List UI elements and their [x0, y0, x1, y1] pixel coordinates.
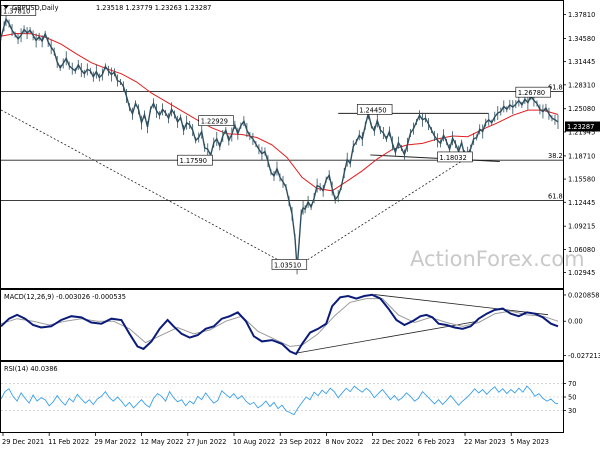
price-tick-label-11: 1.02945: [568, 269, 595, 277]
level-label-2: 61.8: [548, 193, 563, 201]
header-arrow-icon: [3, 5, 9, 9]
level-lines: 61.8 38.2 61.8: [1, 83, 563, 201]
annotation-label-3: 1.24450: [359, 106, 386, 114]
price-tick-label-4: 1.25080: [568, 105, 595, 113]
macd-label: MACD(12,26,9) -0.003026 -0.000535: [4, 293, 126, 301]
rsi-path: [0, 385, 559, 416]
rsi-tick-label-0: 70: [568, 380, 576, 388]
annotation-box-5: [515, 86, 551, 98]
annotation-label-2: 1.17590: [180, 157, 207, 165]
level-label-1: 38.2: [548, 152, 563, 160]
rsi-tick-label-2: 30: [568, 407, 576, 415]
ma-line: [0, 32, 559, 192]
trendline-3: [370, 154, 500, 162]
macd-axis-ticks: 0.020858 0.00 -0.027213: [563, 291, 600, 360]
price-tick-label-6: 1.18710: [568, 152, 595, 160]
x-tick-label-8: 22 Dec 2022: [372, 438, 414, 446]
price-axis-ticks: 1.37810 1.34580 1.31445 1.28310 1.25080 1.219…: [563, 11, 595, 277]
symbol-label: GBPUSD,Daily: [12, 4, 59, 12]
last-price-label: 1.23287: [567, 123, 594, 131]
annotation-box-1: [198, 115, 234, 126]
watermark: ActionForex.com: [410, 247, 585, 271]
x-tick-label-7: 8 Nov 2022: [325, 438, 363, 446]
macd-trendline-1: [374, 294, 548, 316]
annotation-label-0: 1.37810: [3, 8, 30, 16]
x-tick-label-5: 10 Aug 2022: [233, 438, 275, 446]
macd-main-line: [0, 293, 559, 356]
annotation-box-6: [271, 259, 308, 270]
price-tick-label-8: 1.12445: [568, 199, 595, 207]
x-tick-label-9: 6 Feb 2023: [418, 438, 455, 446]
macd-tick-label-2: -0.027213: [568, 352, 600, 360]
price-tick-label-7: 1.15580: [568, 176, 595, 184]
x-tick-label-10: 22 Mar 2023: [464, 438, 506, 446]
ohlc-label: 1.23518 1.23779 1.23263 1.23287: [96, 4, 211, 12]
x-tick-label-4: 27 Jun 2022: [187, 438, 227, 446]
annotation-box-3: [356, 104, 393, 115]
x-tick-label-6: 23 Sep 2022: [279, 438, 321, 446]
macd-tick-label-1: 0.00: [568, 318, 583, 326]
x-tick-label-11: 5 May 2023: [510, 438, 549, 446]
annotation-label-4: 1.18032: [440, 154, 467, 162]
annotation-label-5: 1.26780: [518, 89, 545, 97]
price-tick-label-5: 1.21945: [568, 128, 595, 136]
rsi-level-lines: [1, 383, 563, 411]
rsi-axis-ticks: 70 50 30: [563, 380, 576, 415]
price-tick-label-2: 1.31445: [568, 58, 595, 66]
price-tick-label-1: 1.34580: [568, 35, 595, 43]
ma-series: [0, 32, 559, 192]
price-panel-frame: [0, 0, 564, 289]
annotation-label-1: 1.22929: [201, 118, 228, 126]
x-tick-label-1: 11 Feb 2022: [48, 438, 89, 446]
annotation-label-6: 1.03510: [274, 261, 301, 269]
annotation-box-4: [437, 151, 473, 163]
level-label-0: 61.8: [548, 83, 563, 91]
annotation-box-0: [0, 5, 37, 16]
annotation-box-2: [177, 154, 213, 166]
macd-trendline-0: [293, 320, 478, 354]
x-axis-ticks: 29 Dec 2021 11 Feb 2022 29 Mar 2022 12 May …: [2, 433, 549, 446]
macd-tick-label-0: 0.020858: [568, 291, 599, 299]
price-tick-label-9: 1.09215: [568, 223, 595, 231]
x-tick-label-3: 12 May 2022: [141, 438, 184, 446]
price-tick-label-10: 1.06080: [568, 246, 595, 254]
rsi-line: [0, 385, 559, 416]
price-annotations: 1.37810 1.22929 1.17590 1.24450 1.18032 1.267…: [0, 5, 551, 270]
price-tick-label-0: 1.37810: [568, 11, 595, 19]
trendline-1: [293, 156, 469, 269]
trendline-0: [0, 109, 295, 269]
price-tick-label-3: 1.28310: [568, 81, 595, 89]
last-price-tag: [565, 121, 600, 132]
macd-lines: [0, 293, 559, 356]
price-series: [0, 12, 559, 275]
rsi-label: RSI(14) 40.0386: [4, 365, 58, 373]
rsi-tick-label-1: 50: [568, 394, 576, 402]
x-tick-label-2: 29 Mar 2022: [94, 438, 136, 446]
macd-signal-line: [0, 298, 559, 347]
macd-trendlines: [293, 294, 548, 354]
x-tick-label-0: 29 Dec 2021: [2, 438, 44, 446]
